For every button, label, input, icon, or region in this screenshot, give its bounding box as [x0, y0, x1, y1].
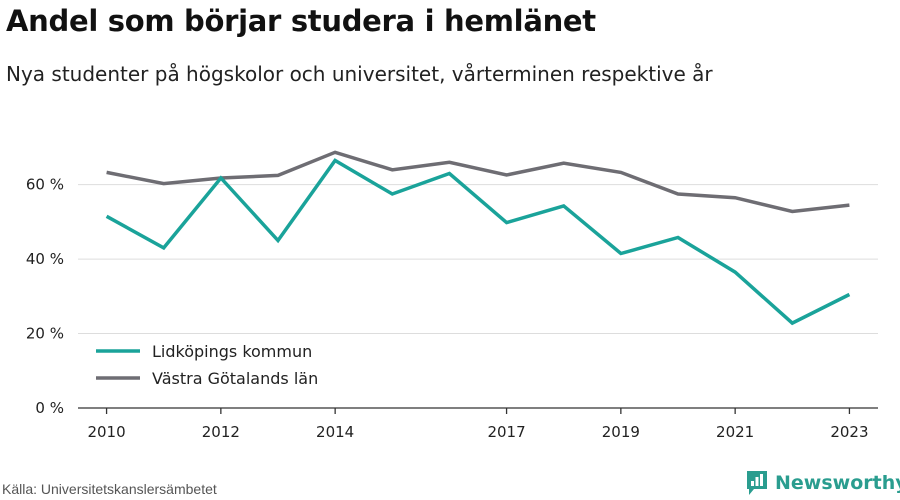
series-line-vastra-gotaland — [106, 150, 850, 214]
newsworthy-logo-icon — [747, 471, 767, 495]
chart-subtitle: Nya studenter på högskolor och universit… — [6, 62, 713, 86]
grid-lines — [78, 184, 878, 335]
brand-logo: Newsworthy — [745, 468, 900, 498]
brand-name: Newsworthy — [775, 472, 900, 494]
legend-label: Västra Götalands län — [152, 369, 318, 388]
x-tick-label: 2010 — [87, 423, 125, 441]
x-tick-label: 2012 — [202, 423, 240, 441]
x-tick-label: 2023 — [830, 423, 868, 441]
y-axis-ticks: 0 % 20 % 40 % 60 % — [26, 176, 64, 417]
x-tick-label: 2019 — [602, 423, 640, 441]
legend-label: Lidköpings kommun — [152, 342, 312, 361]
legend: Lidköpings kommun Västra Götalands län — [84, 334, 340, 396]
x-tick-label: 2014 — [316, 423, 354, 441]
y-tick-label: 60 % — [26, 176, 64, 194]
chart-title: Andel som börjar studera i hemlänet — [6, 4, 596, 38]
y-tick-label: 0 % — [35, 399, 64, 417]
x-axis: 2010 2012 2014 2017 2019 2021 2023 — [78, 407, 878, 441]
x-tick-label: 2017 — [487, 423, 525, 441]
x-tick-label: 2021 — [716, 423, 754, 441]
source-note: Källa: Universitetskanslersämbetet — [2, 481, 217, 497]
series-lines — [105, 150, 851, 326]
legend-background — [84, 334, 340, 396]
line-chart: 0 % 20 % 40 % 60 % 2010 2012 2014 2017 2019 2021… — [26, 150, 878, 441]
y-tick-label: 20 % — [26, 325, 64, 343]
y-tick-label: 40 % — [26, 250, 64, 268]
series-line-lidkoping — [105, 158, 851, 326]
